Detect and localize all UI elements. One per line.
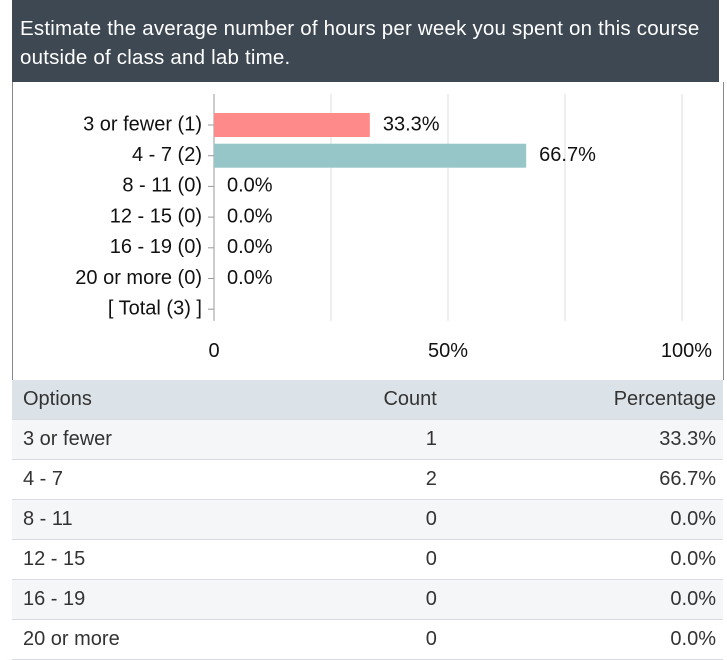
category-label: 8 - 11 (0) bbox=[122, 175, 202, 197]
bar bbox=[214, 143, 527, 168]
category-label: 20 or more (0) bbox=[75, 267, 202, 289]
table-cell: 0 bbox=[278, 579, 444, 620]
column-header: Count bbox=[278, 380, 444, 420]
category-label: 12 - 15 (0) bbox=[110, 205, 202, 227]
table-cell: 12 - 15 bbox=[12, 539, 279, 580]
column-header: Percentage bbox=[443, 380, 723, 420]
x-tick-label: 0 bbox=[208, 340, 219, 362]
question-title: Estimate the average number of hours per… bbox=[12, 0, 719, 82]
table-cell: 3 or fewer bbox=[12, 419, 279, 460]
table-row: 4 - 7 2 66.7% bbox=[12, 459, 723, 500]
table-row: 8 - 11 0 0.0% bbox=[12, 499, 723, 540]
table-cell: 0.0% bbox=[443, 579, 723, 620]
table-cell: 0.0% bbox=[443, 619, 723, 660]
table-cell: 16 - 19 bbox=[12, 579, 279, 620]
category-label: 16 - 19 (0) bbox=[110, 236, 202, 258]
chart-area: 0 50% 100% 3 or fewer (1) 33.3% 4 - 7 (2) 66.7… bbox=[12, 82, 724, 380]
value-label: 0.0% bbox=[227, 175, 273, 197]
table-row: 3 or fewer 1 33.3% bbox=[12, 419, 723, 460]
table-row: 16 - 19 0 0.0% bbox=[12, 579, 723, 620]
table-cell: 0.0% bbox=[443, 499, 723, 540]
value-label: 33.3% bbox=[383, 113, 440, 135]
value-label: 0.0% bbox=[227, 205, 273, 227]
table-cell: 66.7% bbox=[443, 459, 723, 500]
value-label: 0.0% bbox=[227, 236, 273, 258]
table-cell: 4 - 7 bbox=[12, 459, 279, 500]
category-label: 3 or fewer (1) bbox=[83, 113, 202, 135]
value-label: 66.7% bbox=[539, 144, 596, 166]
table-cell: 1 bbox=[278, 419, 444, 460]
table-cell: 0 bbox=[278, 619, 444, 660]
x-tick-label: 50% bbox=[428, 340, 468, 362]
table-cell: 8 - 11 bbox=[12, 499, 279, 540]
table-header: Options Count Percentage bbox=[12, 380, 723, 420]
column-header: Options bbox=[12, 380, 279, 420]
table-cell: 0.0% bbox=[443, 539, 723, 580]
chart: 0 50% 100% 3 or fewer (1) 33.3% 4 - 7 (2) 66.7… bbox=[75, 94, 712, 362]
table-cell: 33.3% bbox=[443, 419, 723, 460]
table-cell: 2 bbox=[278, 459, 444, 500]
results-table: Options Count Percentage 3 or fewer 1 33.3% 4 … bbox=[12, 380, 723, 660]
category-label: 4 - 7 (2) bbox=[132, 144, 202, 166]
category-label: [ Total (3) ] bbox=[108, 297, 202, 319]
table-cell: 0 bbox=[278, 539, 444, 580]
bar bbox=[214, 113, 370, 137]
table-row: 20 or more 0 0.0% bbox=[12, 619, 723, 660]
value-label: 0.0% bbox=[227, 267, 273, 289]
table-row: 12 - 15 0 0.0% bbox=[12, 539, 723, 580]
table-cell: 0 bbox=[278, 499, 444, 540]
table-cell: 20 or more bbox=[12, 619, 279, 660]
x-tick-label: 100% bbox=[661, 340, 712, 362]
